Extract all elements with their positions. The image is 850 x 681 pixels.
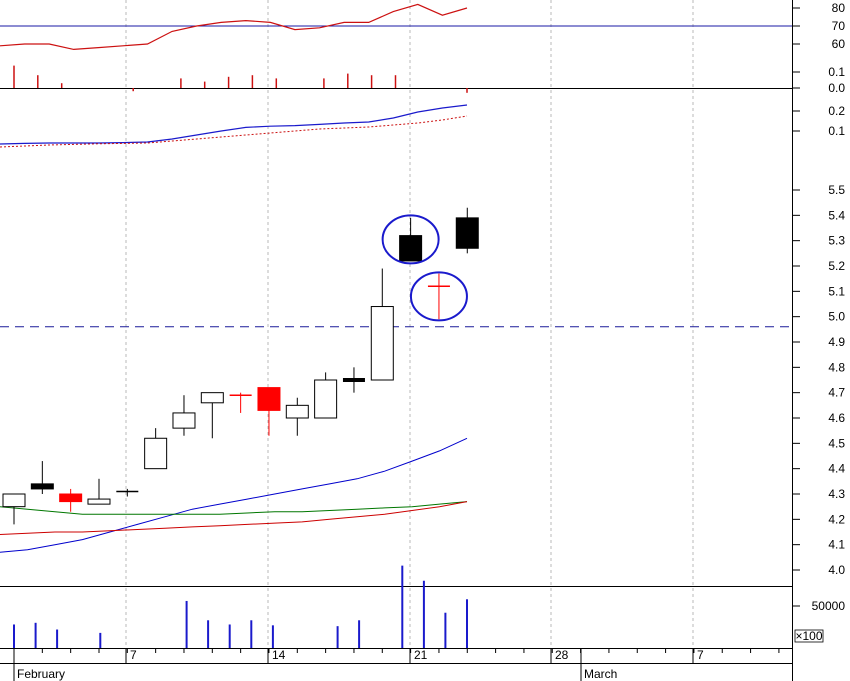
candle-body	[2, 493, 26, 508]
y-tick-label: 4.3	[828, 487, 845, 501]
y-tick-label: 5.0	[828, 310, 845, 324]
volume-unit-box	[794, 629, 824, 643]
candle-body	[370, 306, 394, 381]
month-label: March	[584, 667, 617, 681]
y-tick-label: 0.0	[828, 81, 845, 95]
y-tick-label: 5.5	[828, 183, 845, 197]
day-label: 21	[414, 648, 428, 662]
y-tick-label: 4.0	[828, 563, 845, 577]
candle-body	[257, 387, 281, 411]
volume-panel	[13, 565, 468, 648]
y-tick-label: 4.2	[828, 512, 845, 526]
moving-average-line	[0, 501, 468, 515]
candle-body	[455, 217, 479, 249]
y-tick-label: 0.1	[828, 124, 845, 138]
y-tick-label: 4.5	[828, 436, 845, 450]
y-tick-label: 4.8	[828, 360, 845, 374]
y-tick-label: 60	[832, 37, 846, 51]
day-label: 7	[130, 648, 137, 662]
y-tick-label: 4.6	[828, 411, 845, 425]
y-tick-label: 50000	[812, 599, 846, 613]
y-tick-label: 0.1	[828, 65, 845, 79]
candle-body	[285, 404, 309, 419]
y-tick-label: 80	[832, 1, 846, 15]
highlight-circle	[381, 214, 440, 265]
candle-body	[399, 235, 423, 262]
macd-signal-line	[0, 115, 468, 148]
day-label: 28	[555, 648, 569, 662]
price-panel	[0, 207, 792, 553]
macd-panel	[0, 104, 468, 148]
day-label: 7	[697, 648, 704, 662]
y-tick-label: 5.3	[828, 234, 845, 248]
y-tick-label: 5.2	[828, 259, 845, 273]
candle-body	[59, 493, 83, 503]
month-label: February	[17, 667, 65, 681]
grid-lines	[0, 0, 793, 681]
candle-body	[87, 498, 111, 505]
y-axis: 80 70 60 0.1 0.0 0.2 0.1 5.5 5.4 5.3 5.2 5.1 5.0 4.9 4…	[792, 1, 845, 643]
moving-average-line	[0, 501, 468, 535]
candle-body	[172, 412, 196, 429]
y-tick-label: 4.4	[828, 462, 845, 476]
candle-body	[30, 483, 54, 490]
candle-body	[200, 392, 224, 404]
y-tick-label: 4.9	[828, 335, 845, 349]
y-tick-label: 5.4	[828, 208, 845, 222]
y-tick-label: 4.1	[828, 538, 845, 552]
histogram-panel	[13, 65, 468, 93]
y-tick-label: 0.2	[828, 104, 845, 118]
candle-body	[144, 437, 168, 470]
y-tick-label: 5.1	[828, 284, 845, 298]
candle-body	[314, 379, 338, 419]
volume-unit-label: ×100	[795, 629, 822, 643]
date-axis: February March 7 14 21 28 7	[13, 648, 780, 681]
oscillator-panel	[0, 3, 792, 51]
y-tick-label: 4.7	[828, 386, 845, 400]
oscillator-line	[0, 3, 468, 51]
day-label: 14	[272, 648, 286, 662]
macd-line	[0, 104, 468, 145]
y-tick-label: 70	[832, 19, 846, 33]
highlight-circle	[409, 271, 468, 322]
moving-average-line	[0, 437, 468, 553]
